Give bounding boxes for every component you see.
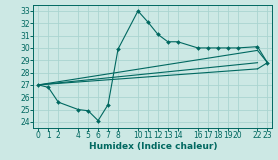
X-axis label: Humidex (Indice chaleur): Humidex (Indice chaleur) bbox=[89, 142, 217, 151]
